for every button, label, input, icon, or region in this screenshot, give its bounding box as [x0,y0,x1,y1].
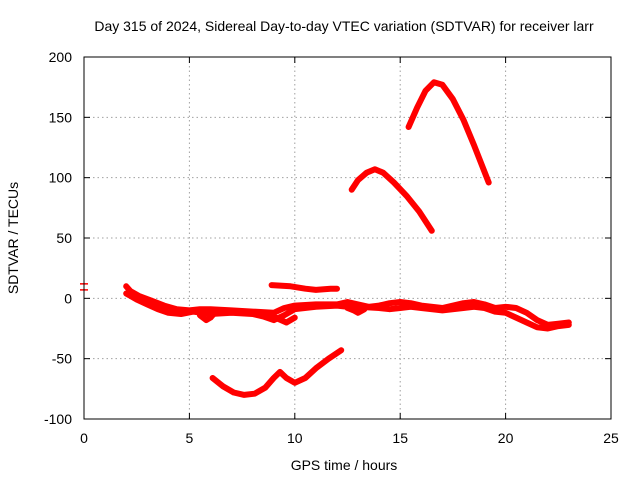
x-axis-label: GPS time / hours [291,457,398,473]
x-tick-label: 0 [80,430,88,446]
x-tick-labels: 0 5 10 15 20 25 [80,430,619,446]
x-tick-label: 15 [392,430,408,446]
series-band-aux-3 [196,309,218,324]
y-tick-label: 150 [49,109,73,125]
y-tick-label: 100 [49,170,73,186]
series-band-aux-2 [344,305,368,316]
y-tick-label: 0 [64,290,72,306]
grid-lines [84,57,611,419]
axis-ticks [83,56,612,420]
x-tick-label: 20 [498,430,514,446]
y-axis-label: SDTVAR / TECUs [5,182,21,294]
series-band-aux-1 [264,309,298,326]
y-tick-label: -100 [44,411,72,427]
y-tick-label: 200 [49,49,73,65]
data-series-group [80,79,572,398]
y-tick-label: -50 [52,351,72,367]
series-arc-upper-short [268,282,340,293]
chart-title: Day 315 of 2024, Sidereal Day-to-day VTE… [94,18,594,34]
y-tick-labels: -100 -50 0 50 100 150 200 [44,49,72,427]
x-tick-label: 10 [287,430,303,446]
series-arc-high-1 [405,79,492,186]
x-tick-label: 5 [186,430,194,446]
y-tick-label: 50 [56,230,72,246]
series-band-main-lower [123,290,572,332]
series-arc-low [209,347,345,398]
series-arc-high-2 [348,166,435,234]
x-tick-label: 25 [603,430,619,446]
